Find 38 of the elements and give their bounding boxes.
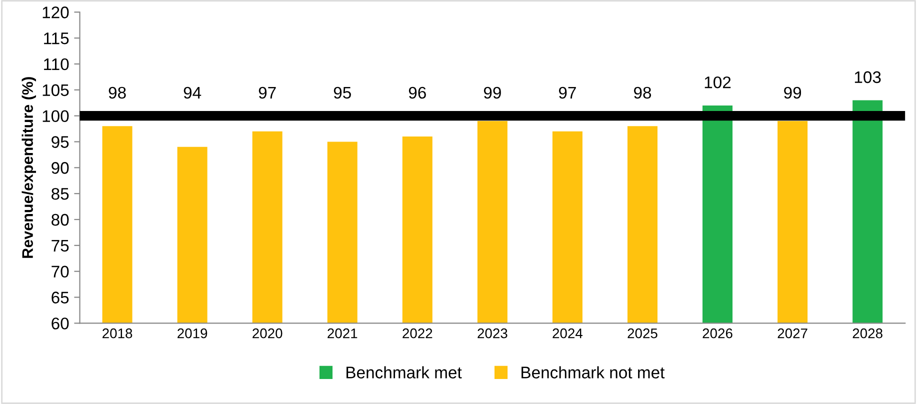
data-label: 102 (704, 76, 731, 88)
y-tick-label: 65 (52, 292, 69, 304)
data-label: 97 (558, 86, 576, 99)
x-tick-label: 2026 (702, 328, 732, 338)
y-tick-label: 115 (44, 32, 69, 44)
y-tick-label: 75 (52, 240, 69, 252)
data-label: 97 (258, 86, 276, 99)
x-tick-label: 2022 (402, 328, 432, 338)
x-tick-label: 2019 (178, 328, 208, 338)
y-tick-label: 100 (42, 110, 69, 122)
y-tick-label: 60 (52, 318, 69, 330)
y-axis-title: Revenue/expenditure (%) (22, 77, 36, 258)
y-tick-label: 120 (42, 6, 69, 18)
data-label: 98 (634, 86, 652, 99)
y-tick-label: 105 (42, 84, 69, 96)
x-tick-label: 2023 (478, 328, 508, 338)
y-tick-label: 90 (52, 162, 69, 174)
x-tick-label: 2018 (102, 328, 132, 338)
legend-label: Benchmark met (346, 366, 462, 378)
y-tick-label: 95 (52, 136, 69, 148)
legend-label: Benchmark not met (522, 366, 665, 378)
data-label: 103 (854, 71, 881, 84)
x-tick-label: 2021 (328, 328, 358, 338)
data-label: 96 (408, 86, 426, 99)
y-tick-label: 70 (52, 266, 69, 278)
y-tick-label: 110 (44, 58, 69, 70)
data-label: 95 (334, 86, 351, 99)
x-tick-label: 2024 (552, 328, 582, 338)
data-label: 98 (108, 86, 126, 99)
x-tick-label: 2027 (778, 328, 808, 338)
x-tick-label: 2025 (628, 328, 658, 338)
y-tick-label: 80 (52, 214, 69, 226)
x-tick-label: 2020 (252, 328, 282, 338)
y-tick-label: 85 (52, 188, 69, 200)
data-label: 99 (784, 86, 802, 99)
data-label: 99 (484, 86, 501, 99)
data-label: 94 (184, 86, 202, 99)
x-tick-label: 2028 (852, 328, 882, 338)
